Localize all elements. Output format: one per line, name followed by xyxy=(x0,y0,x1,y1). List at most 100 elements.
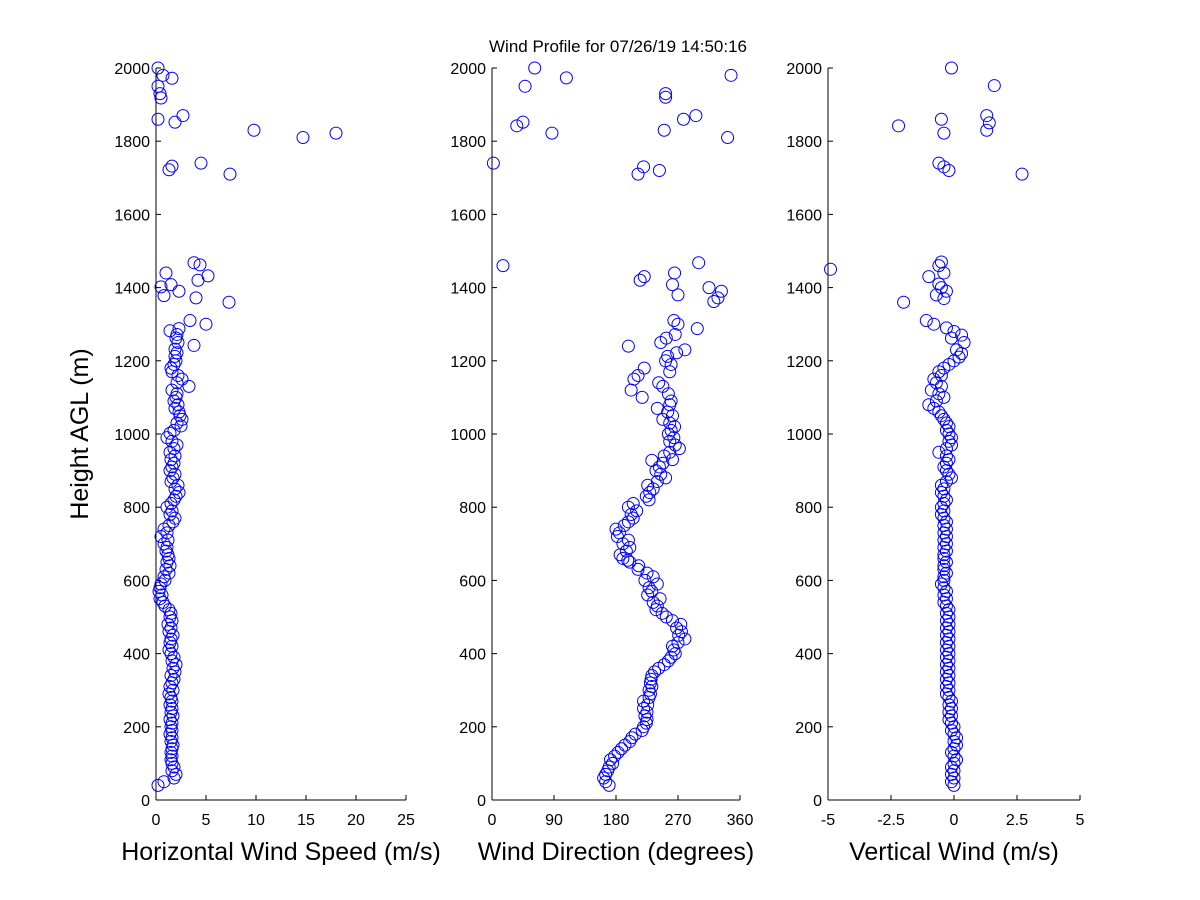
data-point xyxy=(652,661,666,675)
y-tick-label: 800 xyxy=(795,500,822,517)
data-point xyxy=(163,680,177,694)
data-point xyxy=(934,409,948,423)
data-point xyxy=(944,702,958,715)
x-tick-label: 0 xyxy=(950,812,959,829)
data-point xyxy=(939,456,953,470)
data-point xyxy=(932,259,946,273)
data-point xyxy=(942,625,956,639)
data-point xyxy=(707,295,721,309)
data-point xyxy=(937,562,951,576)
data-point xyxy=(174,419,188,433)
y-tick-label: 1800 xyxy=(450,134,486,151)
data-point xyxy=(654,467,668,481)
data-point xyxy=(621,553,635,567)
y-tick-label: 1600 xyxy=(786,207,822,224)
data-point xyxy=(947,742,961,756)
data-point xyxy=(165,159,179,173)
data-point xyxy=(677,112,691,126)
data-point xyxy=(168,349,182,363)
data-point xyxy=(919,314,933,328)
data-point xyxy=(939,621,953,635)
data-point xyxy=(623,555,637,569)
y-tick-label: 200 xyxy=(459,720,486,737)
data-point xyxy=(664,650,678,664)
data-point xyxy=(671,288,685,302)
data-point xyxy=(193,258,207,272)
data-point xyxy=(164,647,178,661)
data-point xyxy=(166,515,180,529)
data-point xyxy=(929,288,943,302)
data-point xyxy=(151,112,165,126)
data-point xyxy=(944,331,958,345)
data-point xyxy=(637,361,651,375)
data-point xyxy=(176,109,190,123)
data-point xyxy=(937,540,951,554)
y-tick-label: 2000 xyxy=(450,61,486,78)
data-point xyxy=(653,592,667,606)
data-point xyxy=(665,278,679,292)
data-point xyxy=(942,661,956,675)
data-point xyxy=(937,497,951,511)
data-point xyxy=(510,119,524,133)
data-point xyxy=(674,617,688,631)
data-point xyxy=(153,592,167,606)
data-point xyxy=(642,581,656,595)
data-point xyxy=(654,336,668,349)
data-point xyxy=(617,519,631,532)
y-tick-label: 800 xyxy=(123,500,150,517)
data-point xyxy=(247,123,261,137)
data-point xyxy=(640,705,654,719)
data-point xyxy=(187,338,201,352)
y-tick-label: 200 xyxy=(795,720,822,737)
data-point xyxy=(947,734,961,748)
data-point xyxy=(942,676,956,690)
data-point xyxy=(631,167,645,181)
data-point xyxy=(169,489,183,503)
data-point xyxy=(939,606,953,620)
y-tick-label: 1000 xyxy=(786,427,822,444)
data-point xyxy=(166,683,180,697)
data-point xyxy=(172,322,186,336)
data-point xyxy=(623,540,637,554)
data-point xyxy=(942,691,956,705)
data-point xyxy=(649,603,663,617)
y-tick-label: 0 xyxy=(141,793,150,810)
data-point xyxy=(980,109,994,123)
data-point xyxy=(939,537,953,551)
data-point xyxy=(661,405,675,419)
data-point xyxy=(939,566,953,580)
data-point xyxy=(618,738,632,752)
data-point xyxy=(927,317,941,331)
data-point xyxy=(164,497,178,511)
data-point xyxy=(672,442,686,456)
y-tick-label: 2000 xyxy=(786,61,822,78)
data-point xyxy=(652,163,666,177)
data-point xyxy=(637,270,651,284)
data-point xyxy=(934,255,948,269)
data-point xyxy=(665,614,679,628)
data-point xyxy=(172,284,186,298)
data-point xyxy=(942,632,956,646)
data-point xyxy=(167,760,181,774)
x-tick-label: -5 xyxy=(821,812,835,829)
data-point xyxy=(937,390,951,404)
data-point xyxy=(170,438,184,452)
data-point xyxy=(169,658,183,672)
data-point xyxy=(161,617,175,631)
x-tick-label: 5 xyxy=(1076,812,1085,829)
data-point xyxy=(154,529,168,543)
data-point xyxy=(164,278,178,292)
data-point xyxy=(157,289,171,303)
data-point xyxy=(944,709,958,723)
data-point xyxy=(621,339,635,353)
data-point xyxy=(929,394,943,408)
data-point xyxy=(167,650,181,664)
data-point xyxy=(624,508,638,522)
data-point xyxy=(164,621,178,635)
data-point xyxy=(942,639,956,653)
data-point xyxy=(182,379,196,393)
data-point xyxy=(934,112,948,126)
data-point xyxy=(187,256,201,270)
x-axis-title: Vertical Wind (m/s) xyxy=(849,838,1059,866)
